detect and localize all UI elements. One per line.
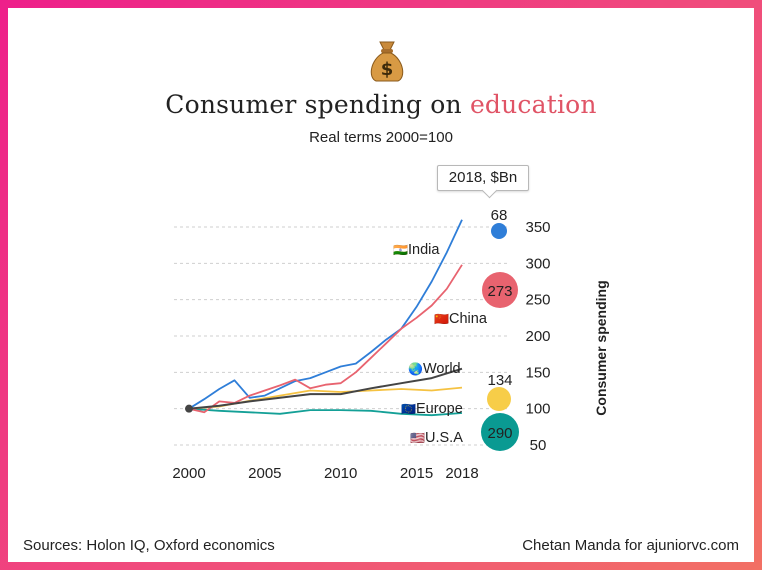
series-labels: 🇮🇳 India 🇨🇳 China 🌏 World 🇪🇺 Europe 🇺🇸 U.S.A <box>393 242 488 446</box>
chart-title: Consumer spending on education <box>8 90 754 119</box>
y-axis-ticks: 50 100 150 200 250 300 350 <box>525 219 550 454</box>
y-tick-100: 100 <box>525 401 550 418</box>
series-name-india: India <box>408 242 440 258</box>
y-tick-150: 150 <box>525 364 550 381</box>
year-tooltip: 2018, $Bn <box>437 165 529 191</box>
y-tick-200: 200 <box>525 328 550 345</box>
flag-icon-china: 🇨🇳 <box>434 312 449 326</box>
x-tick-2018: 2018 <box>445 465 478 482</box>
series-label-india: 🇮🇳 India <box>393 242 440 258</box>
flag-icon-world: 🌏 <box>408 362 423 376</box>
y-tick-350: 350 <box>525 219 550 236</box>
bubble-europe <box>487 387 511 411</box>
flag-icon-u-s-a: 🇺🇸 <box>410 431 425 445</box>
svg-text:$: $ <box>381 59 394 80</box>
sources-text: Sources: Holon IQ, Oxford economics <box>23 537 275 554</box>
x-tick-2000: 2000 <box>172 465 205 482</box>
y-tick-250: 250 <box>525 292 550 309</box>
bubble-label-china: 273 <box>487 283 512 300</box>
x-tick-2005: 2005 <box>248 465 281 482</box>
chart-subtitle: Real terms 2000=100 <box>309 129 453 146</box>
bubble-label-u-s-a: 290 <box>487 425 512 442</box>
bubble-india <box>491 223 507 239</box>
series-name-world: World <box>423 361 461 377</box>
series-line-u-s-a <box>188 407 463 417</box>
title-accent: education <box>469 90 597 119</box>
series-line-world <box>188 367 463 410</box>
chart-card: $ Consumer spending on education Real te… <box>8 8 754 562</box>
end-bubbles: 68 273 134 290 <box>481 207 519 451</box>
series-lines <box>185 219 463 417</box>
series-line-india <box>188 219 463 410</box>
origin-dot <box>185 404 193 413</box>
x-axis-ticks: 2000 2005 2010 2015 2018 <box>172 465 478 482</box>
y-tick-50: 50 <box>530 437 547 454</box>
series-name-u-s-a: U.S.A <box>425 430 463 446</box>
series-label-europe: 🇪🇺 Europe <box>401 401 463 417</box>
credit-text: Chetan Manda for ajuniorvc.com <box>522 537 739 554</box>
bubble-label-india: 68 <box>491 207 508 224</box>
money-bag-icon: $ <box>370 41 404 82</box>
x-tick-2010: 2010 <box>324 465 357 482</box>
series-name-europe: Europe <box>416 401 463 417</box>
title-main: Consumer spending on <box>165 90 470 119</box>
x-tick-2015: 2015 <box>400 465 433 482</box>
series-name-china: China <box>449 311 488 327</box>
y-axis-label: Consumer spending <box>593 280 609 415</box>
flag-icon-europe: 🇪🇺 <box>401 402 416 416</box>
y-tick-300: 300 <box>525 255 550 272</box>
flag-icon-india: 🇮🇳 <box>393 243 408 257</box>
bubble-label-world: 134 <box>487 372 512 389</box>
series-label-china: 🇨🇳 China <box>434 311 488 327</box>
series-label-world: 🌏 World <box>408 361 461 377</box>
bubble-u-s-a <box>481 413 519 451</box>
series-label-u-s-a: 🇺🇸 U.S.A <box>410 430 463 446</box>
line-chart: 2000 2005 2010 2015 2018 50 100 150 200 250 300 35… <box>172 207 609 482</box>
bubble-china <box>482 272 518 308</box>
